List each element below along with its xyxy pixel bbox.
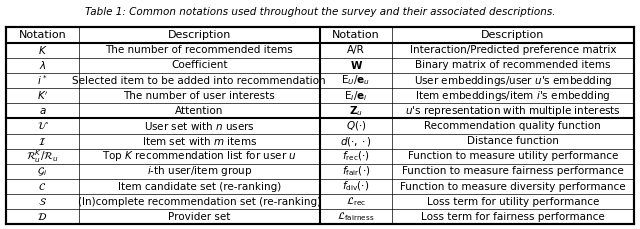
Text: $K'$: $K'$ [36,90,48,102]
Text: The number of recommended items: The number of recommended items [106,45,293,55]
Text: Notation: Notation [332,30,380,40]
Text: $d(\cdot,\cdot)$: $d(\cdot,\cdot)$ [340,135,372,148]
Text: (In)complete recommendation set (re-ranking): (In)complete recommendation set (re-rank… [77,197,321,207]
Text: $\mathcal{D}$: $\mathcal{D}$ [37,211,47,222]
Text: $\mathcal{R}_u^K/\mathcal{R}_u$: $\mathcal{R}_u^K/\mathcal{R}_u$ [26,148,59,165]
Text: Top $K$ recommendation list for user $u$: Top $K$ recommendation list for user $u$ [102,149,297,163]
Text: User set with $n$ users: User set with $n$ users [144,120,255,132]
Text: Coefficient: Coefficient [171,60,227,70]
Text: Provider set: Provider set [168,212,230,222]
Text: $\mathrm{E}_I/\mathbf{e}_i$: $\mathrm{E}_I/\mathbf{e}_i$ [344,89,368,103]
Text: $\mathcal{U}$: $\mathcal{U}$ [36,120,49,131]
Text: Item candidate set (re-ranking): Item candidate set (re-ranking) [118,182,281,191]
Text: Description: Description [481,30,545,40]
Text: User embeddings/user $u$'s embedding: User embeddings/user $u$'s embedding [413,74,612,87]
Text: Loss term for fairness performance: Loss term for fairness performance [421,212,605,222]
Text: $\mathbf{W}$: $\mathbf{W}$ [349,59,363,71]
Text: $\mathcal{I}$: $\mathcal{I}$ [38,136,47,147]
Text: Attention: Attention [175,106,223,116]
Text: Recommendation quality function: Recommendation quality function [424,121,601,131]
Text: Interaction/Predicted preference matrix: Interaction/Predicted preference matrix [410,45,616,55]
Text: Function to measure utility performance: Function to measure utility performance [408,151,618,161]
Text: $f_{\mathrm{div}}(\cdot)$: $f_{\mathrm{div}}(\cdot)$ [342,180,370,193]
Text: $a$: $a$ [38,106,46,116]
Text: Notation: Notation [19,30,67,40]
Text: Description: Description [168,30,231,40]
Text: Function to measure fairness performance: Function to measure fairness performance [402,166,624,176]
Text: $f_{\mathrm{rec}}(\cdot)$: $f_{\mathrm{rec}}(\cdot)$ [342,150,370,163]
Text: $\mathcal{C}$: $\mathcal{C}$ [38,181,47,192]
Text: A/R: A/R [347,45,365,55]
Text: $i$-th user/item group: $i$-th user/item group [147,164,252,178]
Text: Function to measure diversity performance: Function to measure diversity performanc… [400,182,626,191]
Text: $Q(\cdot)$: $Q(\cdot)$ [346,120,366,132]
Text: $i^*$: $i^*$ [37,74,48,87]
Text: $\mathcal{L}_{\mathrm{rec}}$: $\mathcal{L}_{\mathrm{rec}}$ [346,195,366,208]
Text: $K$: $K$ [38,44,47,56]
Text: $u$'s representation with multiple interests: $u$'s representation with multiple inter… [405,104,621,118]
Text: The number of user interests: The number of user interests [124,91,275,101]
Text: Loss term for utility performance: Loss term for utility performance [427,197,599,207]
Text: $\lambda$: $\lambda$ [38,59,46,71]
Text: $\mathbf{Z}_u$: $\mathbf{Z}_u$ [349,104,363,118]
Text: $\mathcal{G}_i$: $\mathcal{G}_i$ [37,165,47,178]
Text: Selected item to be added into recommendation: Selected item to be added into recommend… [72,76,326,85]
Text: $\mathcal{L}_{\mathrm{fairness}}$: $\mathcal{L}_{\mathrm{fairness}}$ [337,210,375,223]
Text: Binary matrix of recommended items: Binary matrix of recommended items [415,60,611,70]
Text: $\mathcal{S}$: $\mathcal{S}$ [38,196,47,207]
Text: Item embeddings/item $i$'s embedding: Item embeddings/item $i$'s embedding [415,89,611,103]
Text: Distance function: Distance function [467,136,559,146]
Text: $f_{\mathrm{fair}}(\cdot)$: $f_{\mathrm{fair}}(\cdot)$ [342,165,371,178]
Text: $\mathrm{E}_U/\mathbf{e}_u$: $\mathrm{E}_U/\mathbf{e}_u$ [342,74,371,87]
Text: Table 1: Common notations used throughout the survey and their associated descri: Table 1: Common notations used throughou… [84,7,556,17]
Text: Item set with $m$ items: Item set with $m$ items [141,135,257,147]
